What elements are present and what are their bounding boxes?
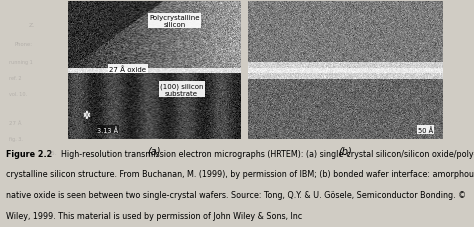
Text: 27 Å: 27 Å <box>9 121 22 126</box>
Text: 50 Å: 50 Å <box>418 126 433 133</box>
Text: (100) silicon
substrate: (100) silicon substrate <box>160 83 203 97</box>
Text: running 1: running 1 <box>9 59 33 64</box>
Text: Figure 2.2: Figure 2.2 <box>6 149 52 158</box>
Text: 15.: 15. <box>47 150 57 155</box>
Text: 27 Å oxide: 27 Å oxide <box>109 66 146 73</box>
Text: 3.13 Å: 3.13 Å <box>97 126 118 133</box>
Text: Phone:: Phone: <box>14 41 32 46</box>
Text: vol. 10.: vol. 10. <box>9 91 27 96</box>
Text: ref. 2: ref. 2 <box>9 75 22 80</box>
Text: Wiley, 1999. This material is used by permission of John Wiley & Sons, Inc: Wiley, 1999. This material is used by pe… <box>6 211 302 220</box>
Text: Z.: Z. <box>28 23 35 28</box>
Text: Polycrystalline
silicon: Polycrystalline silicon <box>149 15 200 28</box>
Text: native oxide is seen between two single-crystal wafers. Source: Tong, Q.Y. & U. : native oxide is seen between two single-… <box>6 190 466 199</box>
Text: High-resolution transmission electron micrographs (HRTEM): (a) single-crystal si: High-resolution transmission electron mi… <box>56 149 474 158</box>
Text: (b): (b) <box>338 145 352 155</box>
Text: crystalline silicon structure. From Buchanan, M. (1999), by permission of IBM; (: crystalline silicon structure. From Buch… <box>6 170 474 178</box>
Text: fig. 3.: fig. 3. <box>9 137 23 142</box>
Text: (a): (a) <box>147 145 161 155</box>
